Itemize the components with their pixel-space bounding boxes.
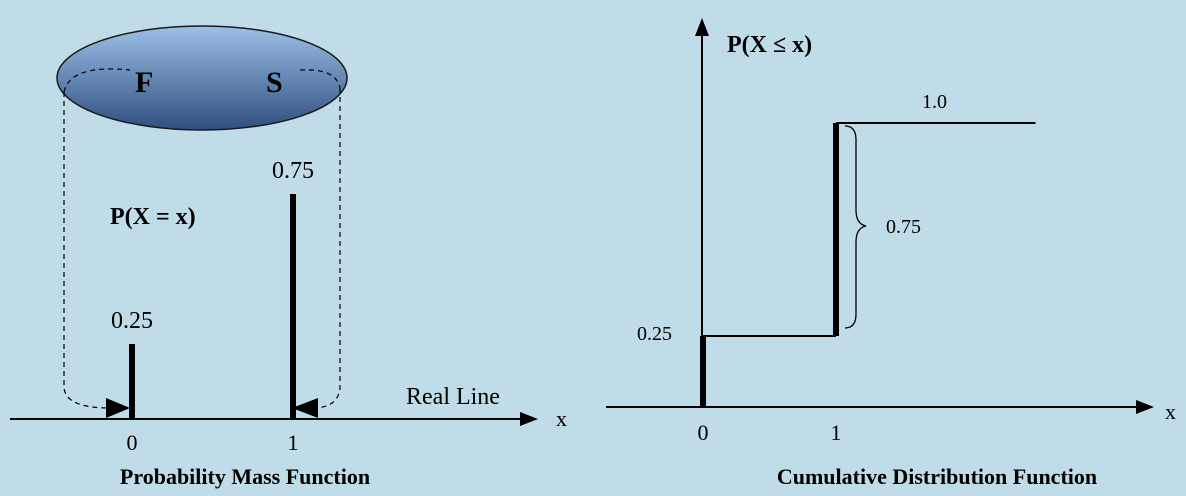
ellipse-dashed-arc [63,68,341,93]
pmf-tick-label-0: 0 [127,430,138,455]
cdf-high-level-label: 1.0 [922,91,947,113]
pmf-bar-labels: 0.25 0.75 [111,158,314,334]
cdf-low-level-label: 0.25 [637,323,672,345]
cdf-tick-label-1: 1 [831,420,842,445]
cdf-function-label: P(X ≤ x) [727,32,812,58]
pmf-function-label: P(X = x) [110,204,196,230]
cdf-axis-label: x [1165,399,1176,424]
cdf-jump-label: 0.75 [886,216,921,238]
cdf-jump-brace [844,125,867,329]
cdf-y-arrowhead [695,18,709,36]
cdf-steps [703,122,1036,337]
mapping-dashed-right [311,88,341,409]
mapping-arrowhead-right [292,398,318,418]
cdf-x-arrowhead [1136,400,1154,414]
cdf-tick-label-0: 0 [698,420,709,445]
cdf-caption: Cumulative Distribution Function [777,464,1097,489]
pmf-bars [129,194,296,419]
mapping-dashed-left [63,92,111,409]
pmf-axis-arrowhead [520,412,538,426]
pmf-mass-label-0: 0.25 [111,308,153,334]
pmf-axis-label: x [556,406,567,431]
outcome-s-label: S [266,66,283,99]
pmf-caption: Probability Mass Function [120,464,370,489]
pmf-tick-label-1: 1 [288,430,299,455]
sample-space-ellipse [56,25,348,131]
outcome-f-label: F [135,66,153,99]
pmf-mass-label-1: 0.75 [272,158,314,184]
mapping-arrowhead-left [106,398,130,418]
cdf-jumps [700,123,839,407]
pmf-real-line-label: Real Line [406,384,500,410]
